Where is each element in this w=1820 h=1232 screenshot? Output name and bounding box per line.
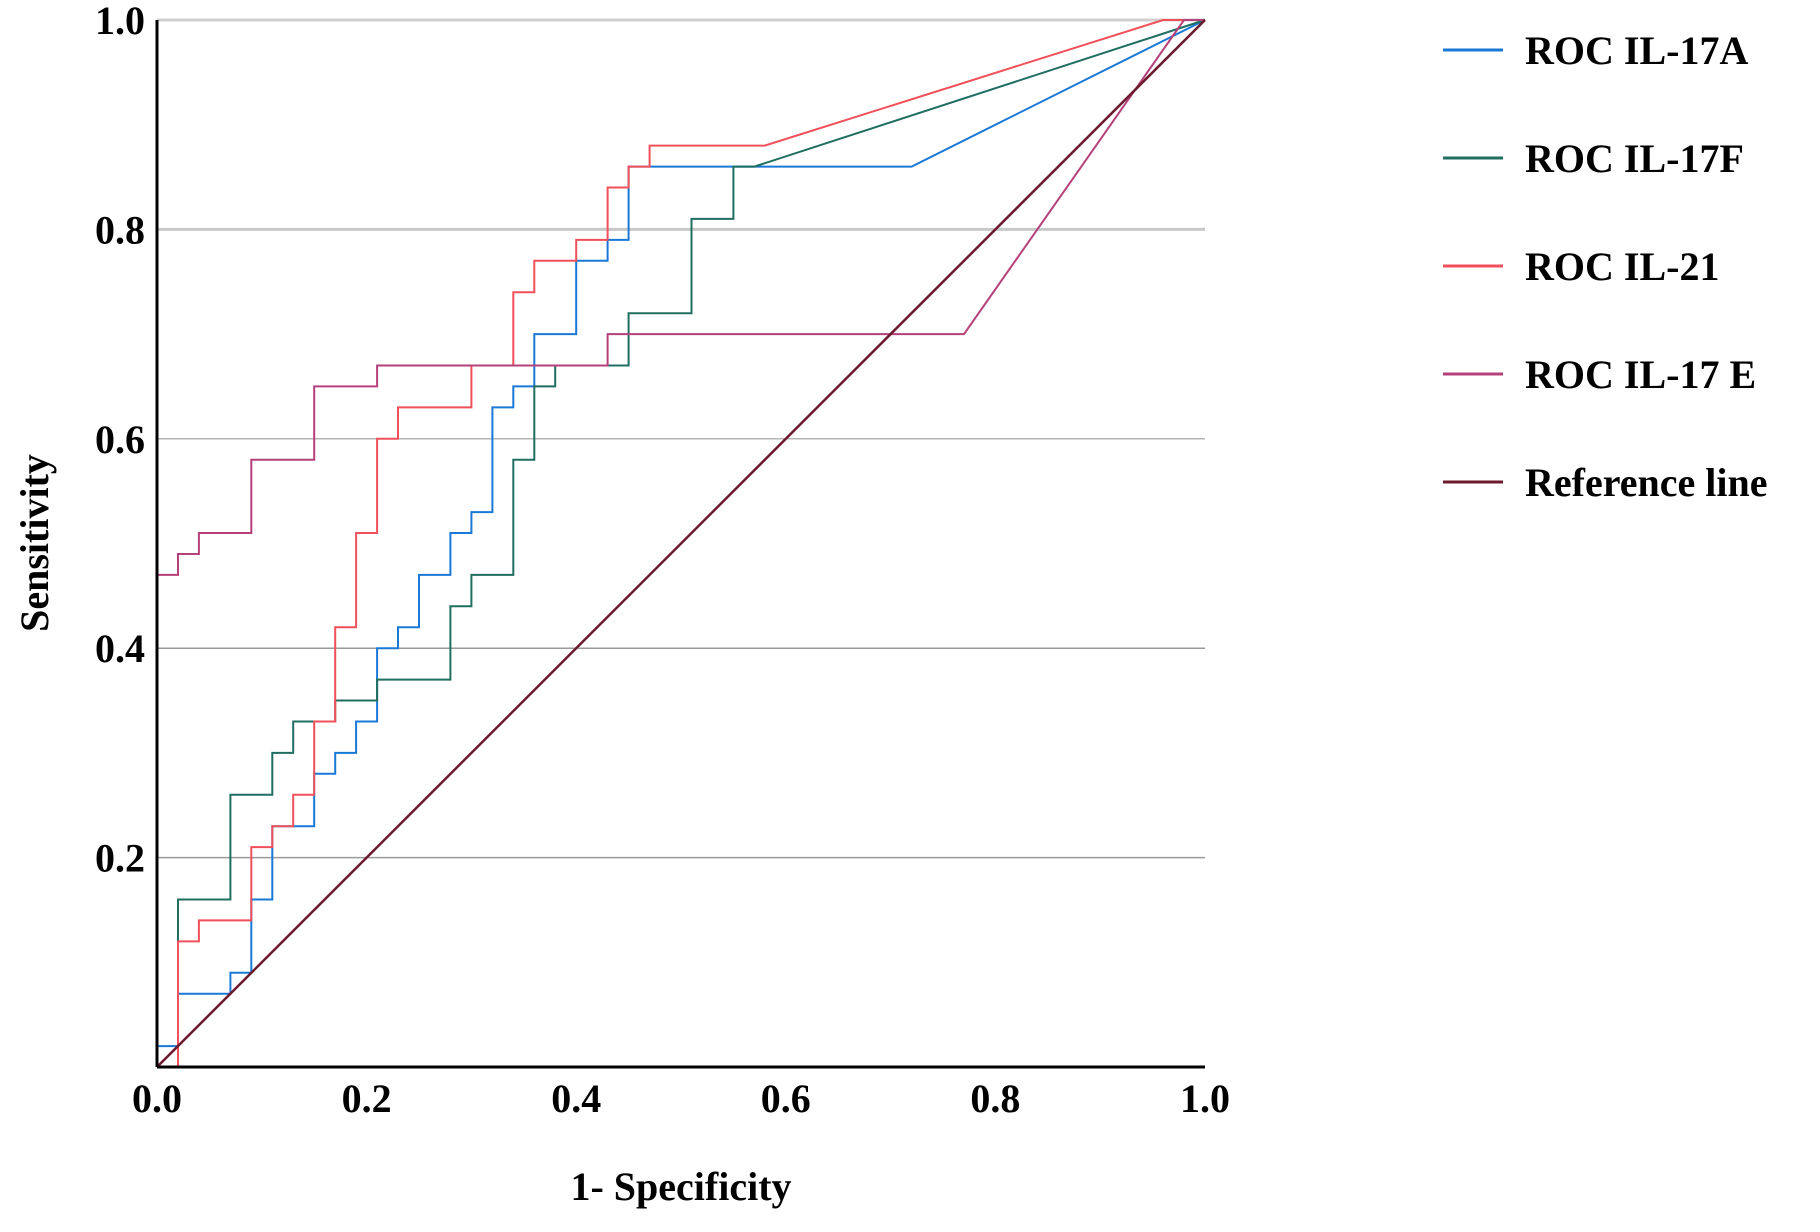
legend-label: ROC IL-17A [1525,28,1748,73]
legend-item-roc-il-17-e: ROC IL-17 E [1443,352,1756,397]
x-tick-label: 0.4 [551,1076,601,1121]
x-tick-label: 0.0 [132,1076,182,1121]
legend-label: ROC IL-17 E [1525,352,1756,397]
y-tick-label: 0.8 [95,207,145,252]
legend-label: Reference line [1525,460,1767,505]
y-tick-label: 0.4 [95,626,145,671]
tick-labels: 0.0 0.2 0.4 0.6 0.8 1.0 0.2 0.4 0.6 0.8 1.0 [95,0,1230,1121]
series-line-roc-il-17a [156,19,1206,1067]
legend-label: ROC IL-21 [1525,244,1719,289]
series-line-reference-line [156,19,1206,1068]
x-tick-label: 1.0 [1180,1076,1230,1121]
legend: ROC IL-17A ROC IL-17F ROC IL-21 ROC IL-17 E… [1443,28,1767,505]
legend-item-roc-il-21: ROC IL-21 [1443,244,1719,289]
y-axis-title: Sensitivity [12,454,57,632]
gridlines [157,18,1205,859]
series-lines [156,19,1206,1068]
legend-label: ROC IL-17F [1525,136,1744,181]
legend-item-roc-il-17f: ROC IL-17F [1443,136,1744,181]
x-tick-label: 0.6 [761,1076,811,1121]
y-tick-label: 0.2 [95,836,145,881]
legend-item-reference-line: Reference line [1443,460,1767,505]
y-tick-label: 1.0 [95,0,145,43]
series-line-roc-il-17f [157,19,1206,1068]
x-tick-label: 0.2 [342,1076,392,1121]
axes [155,20,1205,1069]
series-line-roc-il-21 [157,19,1205,1068]
series-line-roc-il-17-e [156,19,1205,1067]
x-axis-title: 1- Specificity [570,1164,791,1209]
y-tick-label: 0.6 [95,417,145,462]
legend-item-roc-il-17a: ROC IL-17A [1443,28,1748,73]
x-tick-label: 0.8 [970,1076,1020,1121]
